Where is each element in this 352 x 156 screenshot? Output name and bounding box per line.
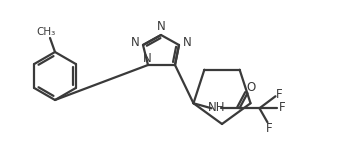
Text: CH₃: CH₃ [36, 27, 56, 37]
Text: F: F [276, 88, 283, 101]
Text: F: F [279, 101, 286, 114]
Text: NH: NH [208, 101, 225, 114]
Text: O: O [247, 81, 256, 94]
Text: F: F [266, 122, 273, 135]
Text: N: N [157, 20, 165, 34]
Text: N: N [183, 37, 191, 49]
Text: N: N [131, 37, 139, 49]
Text: N: N [143, 51, 151, 64]
